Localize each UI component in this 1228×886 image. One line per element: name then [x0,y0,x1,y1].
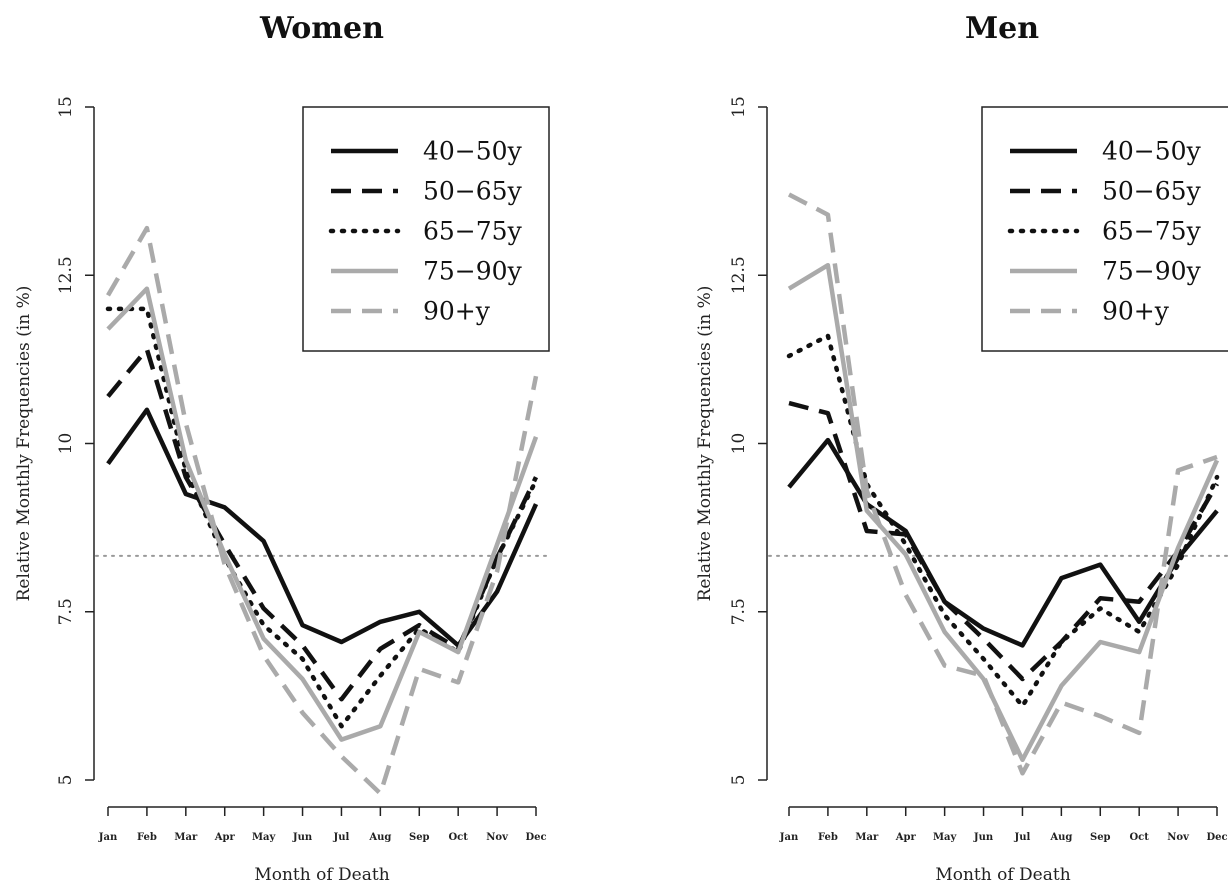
y-tick-label: 12.5 [729,256,749,294]
legend-label: 75−90y [1102,257,1202,286]
x-tick-label: May [933,832,958,843]
x-tick-label: Feb [137,832,157,843]
legend: 40−50y 50−65y 65−75y 75−90y 90+y [302,106,550,352]
y-axis-label: Relative Monthly Frequencies (in %) [695,286,715,602]
y-tick-label: 10 [729,433,749,455]
series-line-75-90y [106,286,539,742]
x-tick-label: Jun [292,832,313,843]
legend-label: 65−75y [1102,217,1202,246]
x-axis-label: Month of Death [935,865,1070,885]
x-tick-label: Mar [855,832,879,843]
x-tick-label: Jan [98,832,118,843]
legend-label: 40−50y [423,137,523,166]
x-tick-label: Oct [448,832,468,843]
legend-label: 75−90y [423,257,523,286]
chart-panel-men: Men 5 7.5 10 12.5 15 Relative Monthly Frequenc… [695,11,1228,885]
legend-label: 40−50y [1102,137,1202,166]
x-tick-label: Mar [174,832,198,843]
x-tick-label: Apr [214,832,236,843]
y-tick-label: 5 [56,775,76,786]
chart-title: Men [965,11,1039,46]
legend-label: 50−65y [423,177,523,206]
y-tick-label: 10 [56,433,76,455]
y-tick-label: 15 [56,96,76,118]
x-tick-label: Dec [525,832,546,843]
chart-title: Women [259,11,384,46]
series-line-40-50y [787,437,1219,648]
series-line-65-75y [786,333,1220,709]
legend-label: 65−75y [423,217,523,246]
x-tick-label: Aug [368,832,391,843]
legend-label: 90+y [423,297,491,326]
x-tick-label: Jan [779,832,799,843]
x-tick-label: Nov [486,832,509,843]
x-tick-label: Sep [1090,832,1111,843]
legend-label: 90+y [1102,297,1170,326]
x-tick-label: Nov [1167,832,1190,843]
x-tick-label: Apr [895,832,917,843]
series-line-90-y [106,225,539,796]
x-tick-label: Aug [1049,832,1072,843]
x-tick-label: Oct [1129,832,1149,843]
legend-label: 50−65y [1102,177,1202,206]
x-tick-label: Jul [1014,832,1031,843]
y-tick-label: 12.5 [56,256,76,294]
x-tick-label: Jul [333,832,350,843]
x-axis-label: Month of Death [254,865,389,885]
series-line-90-y [787,192,1218,776]
y-tick-label: 7.5 [56,598,76,625]
x-tick-label: May [252,832,277,843]
y-tick-label: 15 [729,96,749,118]
series-line-65-75y [105,306,539,729]
x-tick-label: Dec [1206,832,1227,843]
series-line-50-65y [788,400,1219,682]
legend: 40−50y 50−65y 65−75y 75−90y 90+y [981,106,1228,352]
x-tick-label: Jun [973,832,994,843]
chart-panel-women: Women 5 7.5 10 12.5 15 Relative Monthly Freque… [14,11,550,885]
y-tick-label: 7.5 [729,598,749,625]
y-tick-label: 5 [729,775,749,786]
x-tick-label: Sep [409,832,430,843]
x-tick-label: Feb [818,832,838,843]
y-axis-label: Relative Monthly Frequencies (in %) [14,286,34,602]
